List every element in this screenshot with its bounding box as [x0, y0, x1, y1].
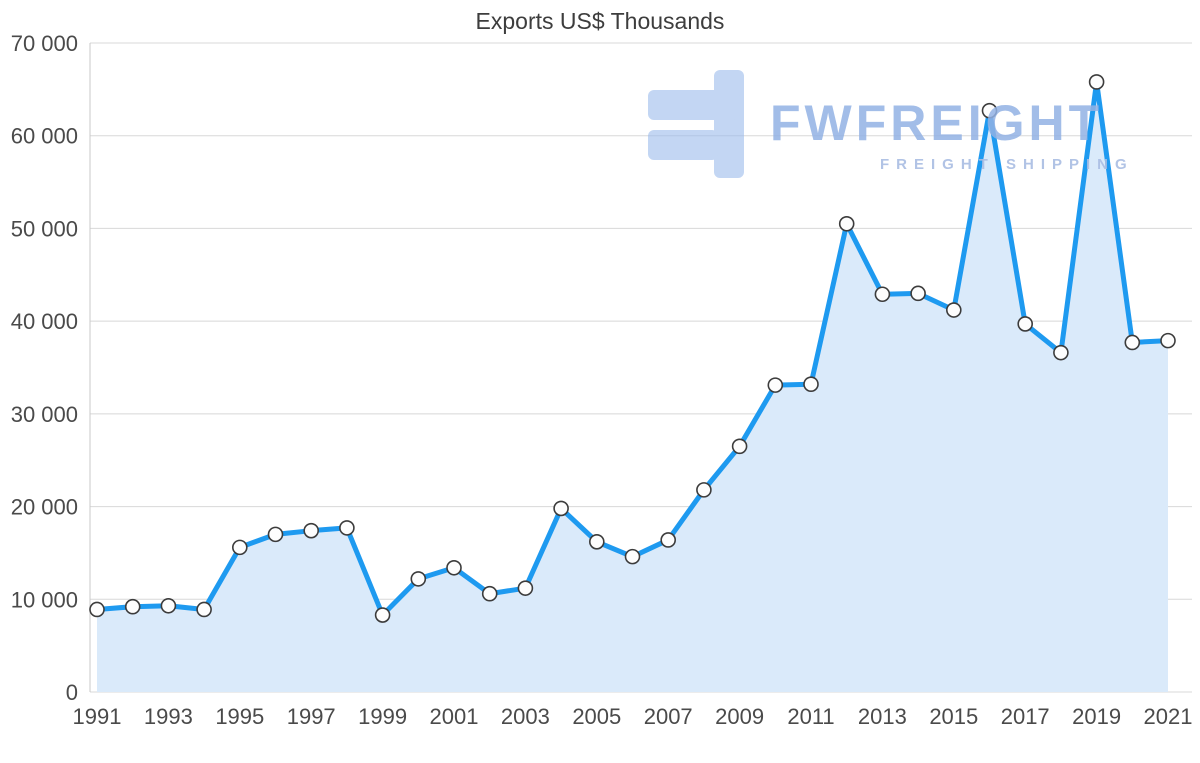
x-tick-label: 2001	[430, 704, 479, 729]
data-point	[303, 522, 320, 539]
data-point	[124, 598, 141, 615]
data-point	[446, 559, 462, 576]
data-point	[160, 597, 177, 614]
y-tick-label: 70 000	[11, 31, 78, 56]
x-tick-label: 2005	[572, 704, 621, 729]
data-point	[410, 571, 427, 587]
y-tick-label: 50 000	[11, 216, 78, 241]
x-tick-label: 1997	[287, 704, 336, 729]
data-point	[874, 286, 891, 303]
data-point	[660, 532, 677, 548]
x-tick-label: 1991	[73, 704, 122, 729]
y-tick-label: 30 000	[11, 402, 78, 427]
data-point	[553, 500, 569, 517]
data-point	[696, 482, 712, 498]
data-point	[374, 607, 391, 623]
x-tick-label: 2009	[715, 704, 764, 729]
data-point	[1088, 74, 1105, 90]
x-tick-label: 2011	[787, 704, 834, 729]
chart-title: Exports US$ Thousands	[475, 8, 725, 34]
x-tick-label: 2017	[1001, 704, 1050, 729]
data-point	[232, 539, 248, 556]
area-fill	[97, 81, 1168, 692]
data-point	[767, 377, 784, 393]
data-point	[196, 601, 212, 618]
y-tick-label: 40 000	[11, 309, 78, 334]
data-point	[267, 526, 284, 543]
data-point	[1160, 332, 1176, 349]
data-point	[624, 548, 641, 565]
x-tick-label: 1995	[215, 704, 264, 729]
x-tick-label: 2021	[1144, 704, 1193, 729]
data-point	[945, 302, 962, 318]
data-point	[481, 585, 498, 602]
x-tick-label: 2013	[858, 704, 907, 729]
x-tick-label: 1993	[144, 704, 193, 729]
x-tick-label: 2015	[929, 704, 978, 729]
data-point	[910, 285, 926, 302]
data-point	[339, 520, 355, 536]
data-point	[588, 534, 605, 550]
x-tick-label: 2003	[501, 704, 550, 729]
data-point	[517, 580, 534, 596]
data-point	[731, 438, 748, 455]
data-point	[981, 102, 998, 119]
data-point	[1124, 334, 1141, 351]
x-tick-label: 2007	[644, 704, 693, 729]
x-tick-label: 1999	[358, 704, 407, 729]
data-point	[1053, 344, 1069, 361]
y-tick-label: 60 000	[11, 124, 78, 149]
y-tick-label: 0	[66, 680, 78, 705]
data-point	[1017, 316, 1033, 332]
data-point	[89, 601, 105, 618]
y-tick-label: 20 000	[11, 495, 78, 520]
x-tick-label: 2019	[1072, 704, 1121, 729]
y-tick-label: 10 000	[11, 587, 78, 612]
data-point	[838, 215, 855, 232]
data-point	[803, 376, 819, 392]
